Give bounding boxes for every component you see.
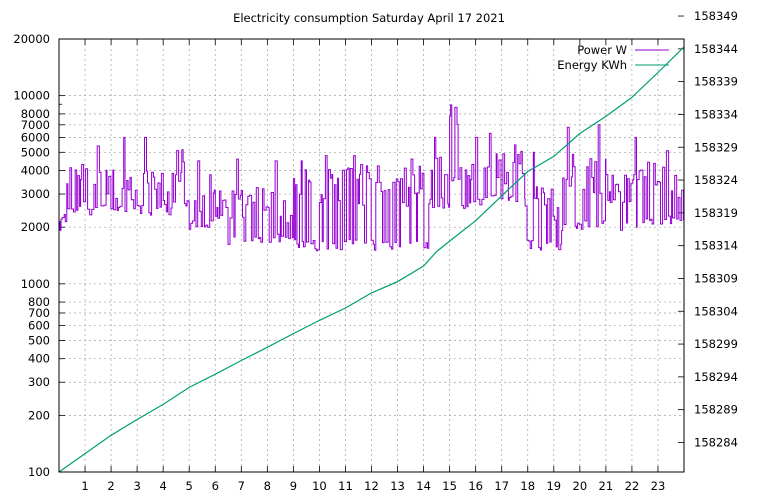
y-left-tick-label: 4000: [21, 164, 50, 178]
legend-label: Energy KWh: [557, 58, 627, 72]
y-right-tick-label: 158319: [694, 206, 738, 220]
grid-lines: [59, 39, 684, 472]
y-left-tick-label: 8000: [21, 107, 50, 121]
energy-series-line: [58, 46, 685, 473]
y-right-tick-label: 158334: [694, 107, 738, 121]
power-series-line: [59, 104, 685, 252]
x-tick-label: 14: [416, 479, 431, 493]
plot-border: [58, 38, 685, 473]
y-right-tick-label: 158309: [694, 271, 738, 285]
y-right-tick-label: 158344: [694, 42, 738, 56]
plot-area: [58, 46, 685, 473]
y-right-tick-label: 158304: [694, 304, 738, 318]
x-tick-label: 10: [312, 479, 327, 493]
x-tick-label: 2: [107, 479, 114, 493]
x-tick-label: 20: [573, 479, 588, 493]
x-tick-label: 17: [494, 479, 509, 493]
x-tick-label: 5: [186, 479, 193, 493]
y-left-tick-label: 700: [28, 306, 50, 320]
y-right-tick-label: 158329: [694, 140, 738, 154]
x-tick-label: 11: [338, 479, 353, 493]
y-left-tick-label: 5000: [21, 145, 50, 159]
x-tick-label: 13: [390, 479, 405, 493]
x-tick-label: 4: [160, 479, 167, 493]
x-tick-label: 8: [264, 479, 271, 493]
x-tick-label: 9: [290, 479, 297, 493]
y-left-tick-label: 10000: [13, 89, 50, 103]
y-right-tick-label: 158314: [694, 239, 738, 253]
y-right-tick-label: 158299: [694, 337, 738, 351]
legend-label: Power W: [577, 43, 627, 57]
x-tick-label: 21: [599, 479, 614, 493]
chart-title: Electricity consumption Saturday April 1…: [233, 11, 505, 25]
y-left-tick-label: 200: [28, 408, 50, 422]
x-tick-label: 22: [625, 479, 640, 493]
x-tick-label: 15: [442, 479, 457, 493]
axes: 1 2 3 4 5 6 7 8 9 10 11 12 13 14 15 16 17 18 19 20 21 22 23100…: [13, 9, 738, 493]
y-right-tick-label: 158349: [694, 9, 738, 23]
x-tick-label: 16: [468, 479, 483, 493]
x-tick-label: 3: [133, 479, 140, 493]
x-tick-label: 23: [651, 479, 666, 493]
y-right-tick-label: 158339: [694, 75, 738, 89]
y-left-tick-label: 600: [28, 319, 50, 333]
y-left-tick-label: 2000: [21, 220, 50, 234]
y-left-tick-label: 3000: [21, 187, 50, 201]
y-left-tick-label: 400: [28, 352, 50, 366]
y-left-tick-label: 300: [28, 375, 50, 389]
y-left-tick-label: 100: [28, 465, 50, 479]
y-left-tick-label: 800: [28, 295, 50, 309]
x-tick-label: 12: [364, 479, 379, 493]
y-left-tick-label: 20000: [13, 32, 50, 46]
x-tick-label: 7: [238, 479, 245, 493]
y-right-tick-label: 158294: [694, 370, 738, 384]
y-left-tick-label: 1000: [21, 277, 50, 291]
y-right-tick-label: 158289: [694, 403, 738, 417]
x-tick-label: 1: [81, 479, 88, 493]
x-tick-label: 6: [212, 479, 219, 493]
y-left-tick-label: 6000: [21, 130, 50, 144]
y-left-tick-label: 500: [28, 333, 50, 347]
x-tick-label: 19: [546, 479, 561, 493]
y-left-tick-label: 7000: [21, 118, 50, 132]
y-right-tick-label: 158324: [694, 173, 738, 187]
y-right-tick-label: 158284: [694, 435, 738, 449]
x-tick-label: 18: [520, 479, 535, 493]
